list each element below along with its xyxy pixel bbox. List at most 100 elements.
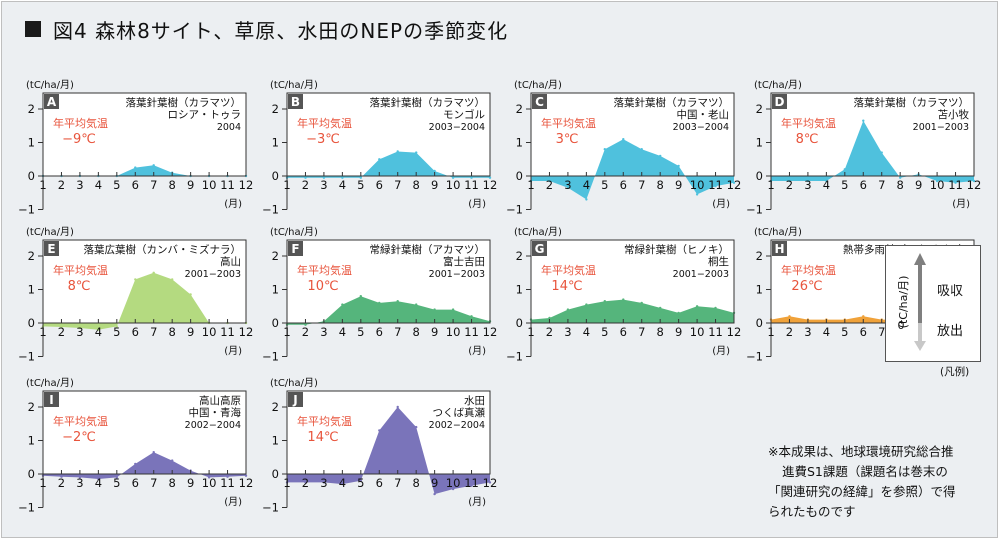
- x-tick-label: 9: [431, 476, 438, 490]
- x-tick-label: 9: [187, 178, 194, 192]
- x-tick-label: 5: [841, 325, 848, 339]
- panel-letter: I: [49, 393, 53, 407]
- temperature-label: 年平均気温: [297, 116, 352, 130]
- y-tick-label: 0: [756, 316, 763, 330]
- legend-box: (tC/ha/月) 0 吸収 放出: [885, 245, 981, 362]
- data-point: [714, 306, 717, 310]
- x-tick-label: 9: [187, 476, 194, 490]
- y-tick-label: 0: [28, 316, 35, 330]
- data-point: [60, 475, 63, 478]
- data-point: [622, 298, 625, 301]
- x-tick-label: 10: [446, 325, 461, 339]
- data-point: [788, 315, 791, 318]
- x-tick-label: 7: [150, 178, 157, 192]
- data-point: [585, 198, 588, 201]
- data-point: [488, 176, 492, 179]
- x-unit-label: (月): [224, 496, 242, 508]
- panel-letter: J: [292, 393, 297, 407]
- x-tick-label: 2: [58, 476, 65, 490]
- data-point: [378, 158, 381, 161]
- y-tick-label: 2: [272, 102, 279, 116]
- x-tick-label: 4: [823, 325, 830, 339]
- y-unit-label: (tC/ha/月): [270, 226, 318, 238]
- y-unit-label: (tC/ha/月): [514, 79, 562, 91]
- x-tick-label: 5: [357, 178, 364, 192]
- data-point: [862, 315, 865, 318]
- y-tick-label: −1: [506, 350, 523, 364]
- y-tick-label: 2: [756, 102, 763, 116]
- y-unit-label: (tC/ha/月): [26, 226, 74, 238]
- y-tick-label: 0: [28, 169, 35, 183]
- panel-letter-badge: [532, 94, 547, 109]
- x-tick-label: 4: [95, 476, 102, 490]
- temperature-value: 14℃: [551, 279, 582, 294]
- forest-type: 常緑針葉樹（アカマツ）: [370, 243, 486, 256]
- x-tick-label: 5: [113, 178, 120, 192]
- data-point: [659, 154, 662, 158]
- x-tick-label: 3: [320, 476, 327, 490]
- data-point: [341, 176, 344, 179]
- data-point: [189, 293, 192, 296]
- observation-years: 2002−2004: [185, 420, 241, 431]
- temperature-label: 年平均気温: [297, 414, 352, 428]
- x-tick-label: 11: [464, 476, 479, 490]
- data-point: [788, 179, 791, 183]
- data-point: [695, 305, 699, 308]
- nep-area-series: [43, 272, 246, 330]
- temperature-value: 8℃: [68, 279, 91, 294]
- y-tick-label: −1: [18, 203, 35, 217]
- x-tick-label: 10: [690, 325, 705, 339]
- x-tick-label: 11: [948, 178, 963, 192]
- x-tick-label: 6: [376, 476, 383, 490]
- data-point: [304, 323, 307, 326]
- x-tick-label: 9: [187, 325, 194, 339]
- data-point: [359, 479, 362, 482]
- data-point: [622, 138, 625, 141]
- x-tick-label: 6: [132, 178, 139, 192]
- data-point: [341, 482, 344, 486]
- y-tick-label: −1: [746, 203, 763, 217]
- x-tick-label: 5: [357, 476, 364, 490]
- x-tick-label: 8: [413, 325, 420, 339]
- y-tick-label: 2: [756, 249, 763, 263]
- footnote-line: ※本成果は、地球環境研究総合推: [768, 444, 954, 459]
- data-point: [322, 481, 326, 484]
- y-tick-label: −1: [262, 203, 279, 217]
- data-point: [451, 487, 455, 491]
- x-tick-label: 3: [320, 325, 327, 339]
- temperature-value: −2℃: [62, 430, 96, 445]
- site-name: モンゴル: [443, 108, 485, 121]
- data-point: [935, 179, 939, 183]
- x-tick-label: 11: [220, 325, 235, 339]
- x-tick-label: 6: [620, 325, 627, 339]
- data-point: [451, 176, 455, 179]
- data-point: [115, 476, 119, 479]
- x-tick-label: 10: [690, 178, 705, 192]
- x-tick-label: 12: [239, 325, 254, 339]
- temperature-label: 年平均気温: [297, 263, 352, 277]
- footnote-line: 「関連研究の経緯」を参照）で得: [768, 484, 956, 499]
- data-point: [677, 311, 680, 315]
- x-tick-label: 9: [915, 178, 922, 192]
- x-tick-label: 3: [76, 178, 83, 192]
- panel-letter: D: [775, 95, 785, 109]
- temperature-value: −9℃: [62, 132, 96, 147]
- footnote: ※本成果は、地球環境研究総合推 進費S1課題（課題名は巻末の 「関連研究の経緯」…: [768, 442, 990, 522]
- observation-years: 2001−2003: [185, 269, 241, 280]
- temperature-label: 年平均気温: [53, 116, 108, 130]
- y-tick-label: 2: [516, 249, 523, 263]
- x-tick-label: 4: [339, 325, 346, 339]
- x-tick-label: 10: [446, 476, 461, 490]
- x-tick-label: 11: [708, 178, 723, 192]
- data-point: [677, 164, 680, 168]
- x-tick-label: 3: [320, 178, 327, 192]
- x-tick-label: 1: [283, 476, 290, 490]
- nep-area-series: [287, 296, 490, 325]
- observation-years: 2003−2004: [673, 122, 729, 133]
- x-unit-label: (月): [224, 345, 242, 357]
- legend-caption: (凡例): [940, 366, 970, 378]
- data-point: [415, 151, 418, 154]
- x-tick-label: 8: [413, 476, 420, 490]
- y-tick-label: 0: [756, 169, 763, 183]
